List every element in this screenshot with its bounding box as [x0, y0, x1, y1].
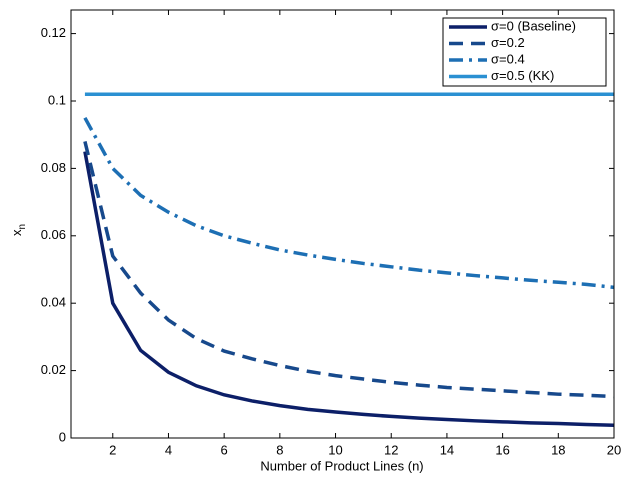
y-tick-label: 0 — [59, 429, 66, 444]
y-label-base: x — [9, 229, 24, 236]
x-tick-label: 4 — [165, 442, 172, 457]
x-tick-label: 16 — [495, 442, 509, 457]
y-tick-label: 0.06 — [41, 227, 66, 242]
legend-label: σ=0.2 — [491, 35, 525, 50]
y-tick-label: 0.08 — [41, 160, 66, 175]
x-tick-label: 8 — [276, 442, 283, 457]
x-tick-label: 14 — [440, 442, 454, 457]
y-tick-label: 0.02 — [41, 362, 66, 377]
plot-frame — [70, 9, 615, 439]
y-label-sub: n — [17, 224, 28, 230]
x-tick-label: 6 — [221, 442, 228, 457]
legend-label: σ=0.5 (KK) — [491, 68, 554, 83]
y-tick-label: 0.1 — [48, 92, 66, 107]
legend-label: σ=0 (Baseline) — [491, 18, 576, 33]
legend-label: σ=0.4 — [491, 51, 525, 66]
x-tick-label: 20 — [607, 442, 621, 457]
y-tick-label: 0.12 — [41, 25, 66, 40]
x-tick-label: 12 — [384, 442, 398, 457]
y-axis-label: xn — [9, 224, 27, 236]
legend-box — [442, 17, 607, 87]
x-axis-label: Number of Product Lines (n) — [260, 458, 423, 473]
x-tick-label: 2 — [109, 442, 116, 457]
series-line — [83, 151, 615, 427]
x-tick-label: 18 — [551, 442, 565, 457]
x-tick-label: 10 — [328, 442, 342, 457]
y-tick-label: 0.04 — [41, 295, 66, 310]
series-line — [83, 116, 615, 290]
series-line — [83, 141, 615, 399]
